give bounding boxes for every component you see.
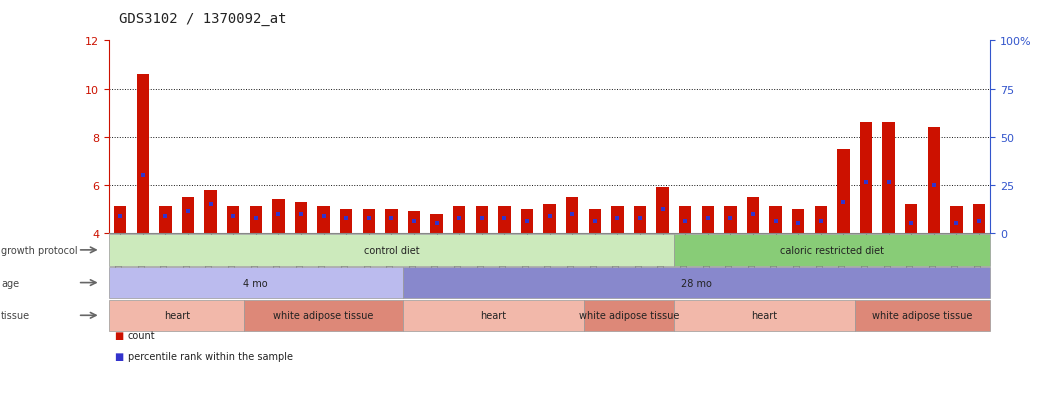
Text: 4 mo: 4 mo — [244, 278, 269, 288]
Text: growth protocol: growth protocol — [1, 245, 78, 255]
Bar — [860, 123, 872, 233]
Bar — [747, 197, 759, 233]
Text: white adipose tissue: white adipose tissue — [872, 311, 973, 320]
Bar — [137, 75, 149, 233]
Bar — [702, 207, 714, 233]
Bar — [634, 207, 646, 233]
Bar — [950, 207, 962, 233]
Bar — [928, 128, 941, 233]
Bar — [250, 207, 262, 233]
Text: count: count — [128, 330, 156, 340]
Bar — [543, 204, 556, 233]
Text: heart: heart — [751, 311, 778, 320]
Bar — [227, 207, 240, 233]
Bar — [430, 214, 443, 233]
Bar — [385, 209, 397, 233]
Bar — [589, 209, 601, 233]
Bar — [905, 204, 918, 233]
Bar — [815, 207, 828, 233]
Bar — [769, 207, 782, 233]
Text: ■: ■ — [114, 351, 123, 361]
Bar — [363, 209, 375, 233]
Bar — [204, 190, 217, 233]
Text: 28 mo: 28 mo — [681, 278, 712, 288]
Bar — [656, 188, 669, 233]
Text: white adipose tissue: white adipose tissue — [579, 311, 679, 320]
Text: caloric restricted diet: caloric restricted diet — [780, 245, 885, 255]
Bar — [611, 207, 623, 233]
Bar — [837, 150, 849, 233]
Text: white adipose tissue: white adipose tissue — [274, 311, 373, 320]
Text: tissue: tissue — [1, 311, 30, 320]
Bar — [453, 207, 466, 233]
Bar — [476, 207, 488, 233]
Bar — [295, 202, 307, 233]
Text: age: age — [1, 278, 19, 288]
Text: heart: heart — [164, 311, 190, 320]
Bar — [882, 123, 895, 233]
Bar — [973, 204, 985, 233]
Text: percentile rank within the sample: percentile rank within the sample — [128, 351, 292, 361]
Bar — [181, 197, 194, 233]
Bar — [340, 209, 353, 233]
Bar — [408, 212, 420, 233]
Text: ■: ■ — [114, 330, 123, 340]
Bar — [679, 207, 692, 233]
Bar — [114, 207, 127, 233]
Bar — [498, 207, 510, 233]
Bar — [317, 207, 330, 233]
Bar — [724, 207, 736, 233]
Bar — [521, 209, 533, 233]
Bar — [159, 207, 171, 233]
Text: GDS3102 / 1370092_at: GDS3102 / 1370092_at — [119, 12, 287, 26]
Bar — [272, 200, 284, 233]
Text: control diet: control diet — [364, 245, 419, 255]
Bar — [566, 197, 579, 233]
Bar — [792, 209, 805, 233]
Text: heart: heart — [480, 311, 506, 320]
